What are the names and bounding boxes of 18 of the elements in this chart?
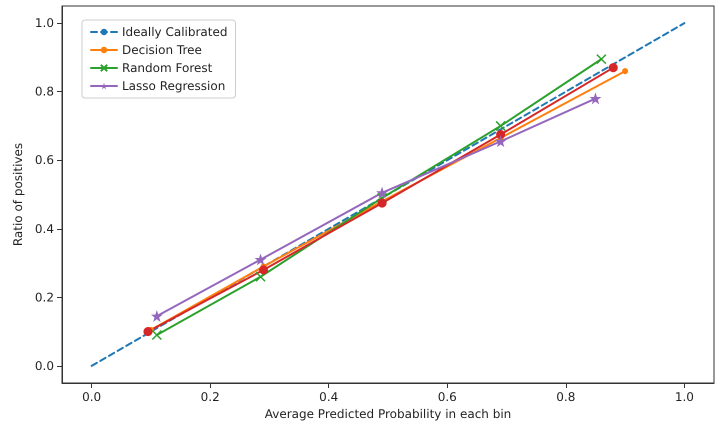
y-tick-label: 0.0 — [34, 358, 54, 373]
x-tick-label: 0.2 — [200, 390, 220, 404]
x-tick-label: 1.0 — [674, 390, 694, 404]
y-tick-label: 0.6 — [34, 153, 54, 168]
y-tick-label: 1.0 — [34, 16, 54, 30]
y-tick-label: 0.2 — [34, 290, 54, 304]
x-tick-label: 0.6 — [438, 390, 457, 404]
y-axis-title: Ratio of positives — [11, 142, 25, 246]
x-tick-label: 0.0 — [82, 390, 102, 404]
legend-label: Random Forest — [122, 61, 213, 75]
x-tick-label: 0.4 — [319, 390, 338, 404]
x-axis-title: Average Predicted Probability in each bin — [264, 406, 512, 421]
legend-label: Lasso Regression — [122, 79, 226, 93]
legend-label: Ideally Calibrated — [122, 25, 228, 39]
legend-label: Decision Tree — [122, 43, 202, 57]
y-tick-label: 0.4 — [34, 222, 54, 236]
y-tick-label: 0.8 — [34, 84, 54, 99]
x-tick-label: 0.8 — [556, 390, 576, 404]
